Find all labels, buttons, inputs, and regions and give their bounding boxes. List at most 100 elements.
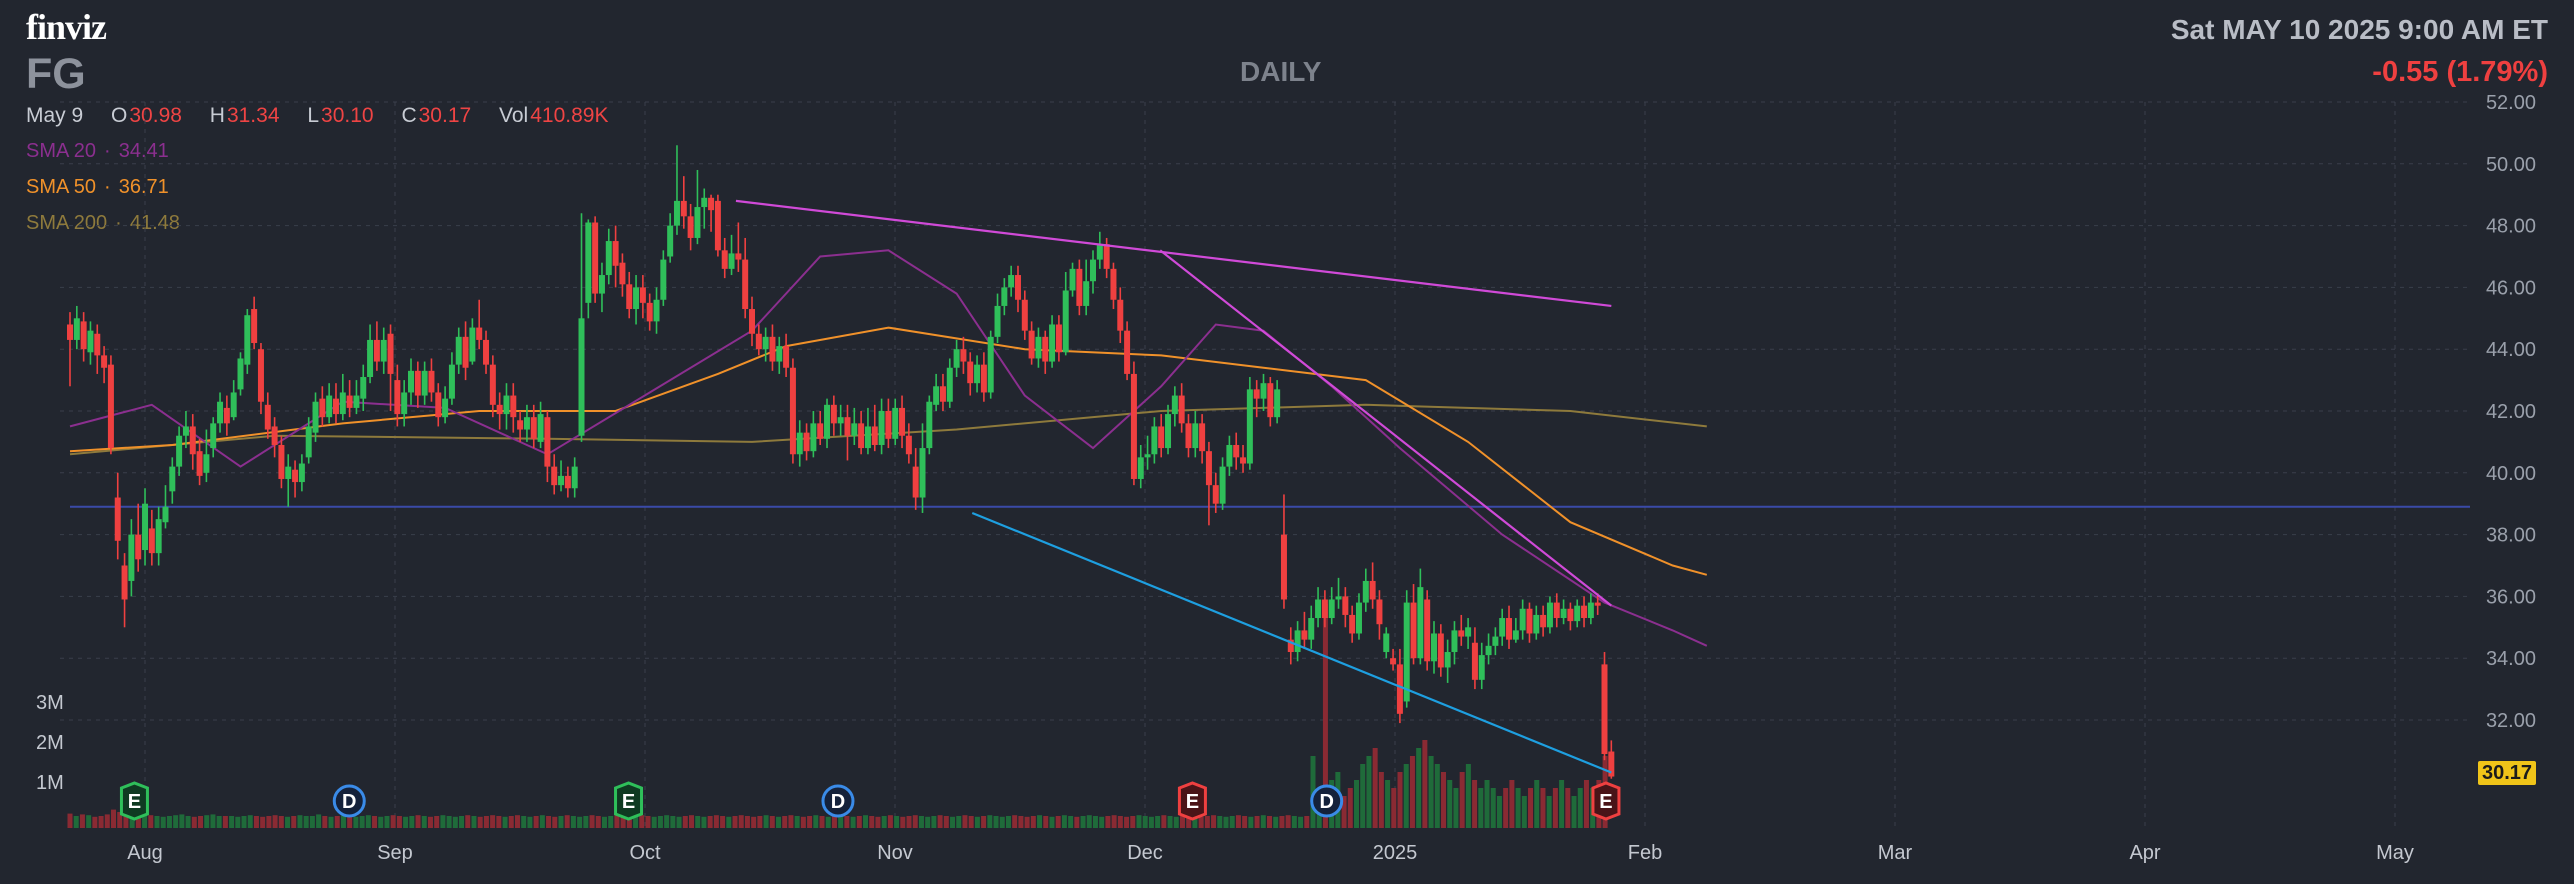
volume-bar: [1403, 764, 1409, 828]
volume-bar: [546, 816, 552, 828]
candle-body: [1587, 602, 1594, 619]
volume-bar: [253, 816, 259, 828]
volume-bar: [1217, 816, 1223, 828]
high-label: H: [209, 104, 225, 127]
volume-bar: [1223, 816, 1229, 828]
volume-bar: [390, 815, 396, 828]
candle-body: [182, 426, 189, 436]
volume-bar: [415, 815, 421, 828]
candle-body: [1294, 630, 1301, 653]
candle-body: [1137, 457, 1144, 479]
sma50-legend[interactable]: SMA 50 · 36.71: [26, 176, 169, 198]
volume-bar: [689, 815, 694, 828]
y-tick-label: 50.00: [2486, 154, 2536, 176]
volume-tick-label: 2M: [36, 732, 64, 754]
volume-bar: [794, 816, 800, 828]
volume-bar: [1080, 816, 1086, 828]
volume-bar: [222, 816, 228, 828]
candle-body: [626, 284, 633, 310]
candle-body: [619, 262, 626, 285]
candle-body: [1124, 330, 1131, 374]
sma20-legend[interactable]: SMA 20 · 34.41: [26, 140, 169, 162]
candles: [67, 145, 1615, 779]
volume-bar: [639, 815, 645, 828]
candle-body: [551, 466, 558, 486]
event-marker-E: E: [1177, 781, 1207, 821]
candle-body: [899, 407, 906, 436]
candle-body: [1458, 630, 1465, 637]
volume-bar: [682, 816, 688, 828]
candle-body: [1396, 664, 1403, 714]
candle-body: [1267, 383, 1274, 418]
volume-bar: [1198, 816, 1204, 828]
volume-bar: [1068, 816, 1074, 828]
candle-body: [796, 432, 803, 455]
candle-body: [1362, 580, 1369, 603]
candle-body: [687, 216, 694, 238]
volume-tick-label: 1M: [36, 772, 64, 794]
candle-body: [332, 398, 339, 415]
volume-bar: [1242, 816, 1248, 828]
volume-bar: [856, 816, 862, 828]
candle-body: [1315, 599, 1322, 619]
sma200-legend[interactable]: SMA 200 · 41.48: [26, 212, 180, 234]
candle-body: [1274, 389, 1281, 418]
volume-bar: [800, 816, 806, 828]
high-value: 31.34: [226, 104, 280, 127]
volume-bar: [328, 816, 334, 828]
candle-body: [107, 364, 114, 449]
volume-bar: [483, 816, 489, 828]
volume-bar: [266, 816, 272, 828]
volume-bar: [1391, 788, 1397, 828]
candle-body: [278, 444, 285, 479]
candle-body: [564, 475, 571, 489]
volume-bar: [657, 816, 663, 828]
grid-lines: [60, 101, 2470, 828]
y-tick-label: 32.00: [2486, 710, 2536, 732]
candle-body: [803, 432, 810, 452]
volume-bar: [521, 816, 527, 828]
candle-body: [939, 386, 946, 402]
candle-body: [987, 336, 994, 393]
volume-bar: [1248, 816, 1254, 828]
candle-body: [558, 475, 565, 486]
candle-body: [169, 466, 176, 492]
volume-bar: [1571, 796, 1577, 828]
candle-body: [237, 358, 244, 390]
candle-body: [73, 318, 80, 340]
dividend-marker: [332, 784, 366, 818]
volume-bar: [912, 815, 918, 828]
volume-bar: [950, 816, 956, 828]
volume-bar: [185, 816, 191, 828]
volume-bar: [570, 816, 576, 828]
candle-body: [1424, 599, 1431, 662]
candle-body: [878, 411, 885, 445]
volume-bar: [1304, 816, 1310, 828]
volume-bar: [1291, 816, 1297, 828]
candle-body: [189, 426, 196, 455]
volume-label: Vol: [499, 104, 529, 127]
volume-bar: [751, 816, 757, 828]
volume-bar: [1024, 816, 1030, 828]
candle-body: [1185, 423, 1192, 449]
candle-body: [783, 346, 790, 368]
candle-body: [1431, 633, 1437, 662]
candle-body: [114, 497, 121, 541]
open-value: 30.98: [129, 104, 182, 127]
volume-bar: [1397, 772, 1403, 828]
y-tick-label: 46.00: [2486, 277, 2536, 299]
candle-body: [769, 336, 776, 362]
candle-body: [680, 200, 687, 217]
timeframe-label[interactable]: DAILY: [1240, 56, 1322, 87]
volume-bar: [1478, 788, 1484, 828]
candle-body: [1055, 324, 1062, 353]
volume-bar: [272, 815, 278, 828]
candle-body: [346, 395, 353, 408]
candle-body: [1485, 645, 1492, 656]
candle-body: [1383, 633, 1390, 653]
volume-bar: [79, 814, 85, 828]
candle-body: [101, 355, 108, 368]
finviz-logo[interactable]: finviz: [26, 7, 107, 47]
volume-bar: [1192, 816, 1198, 828]
